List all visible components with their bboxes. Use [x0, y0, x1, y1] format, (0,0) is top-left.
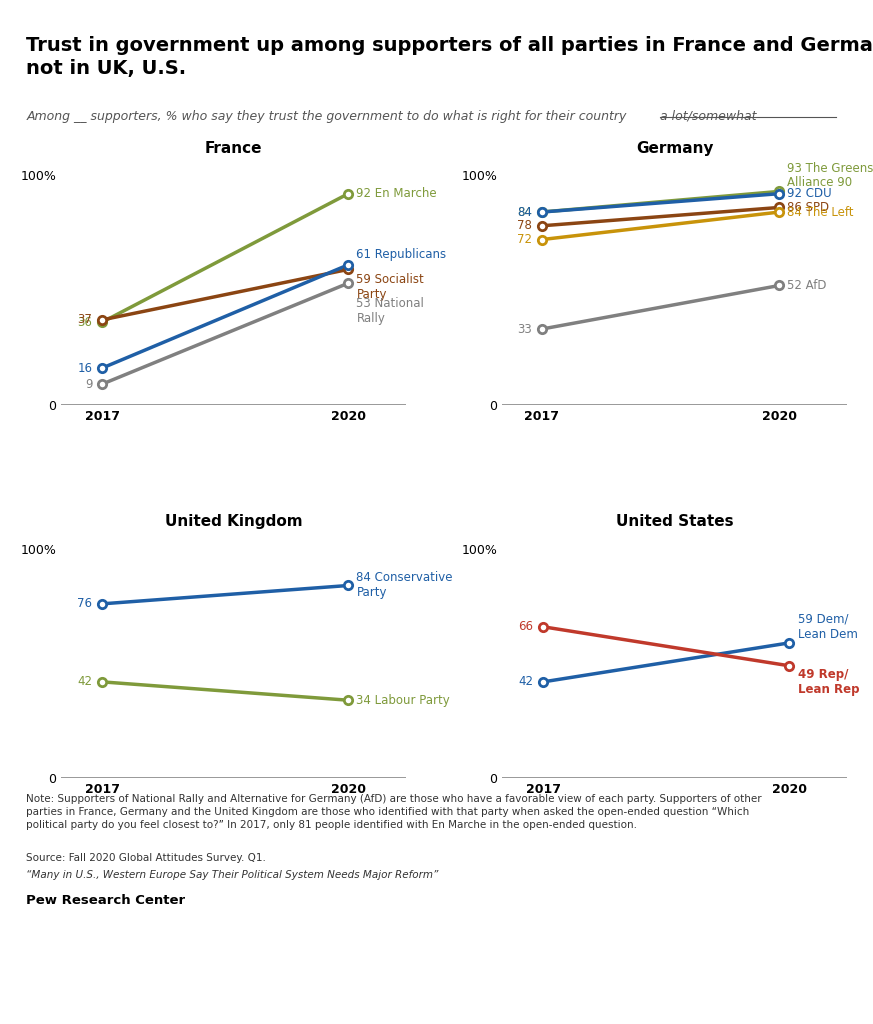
Text: 52 AfD: 52 AfD: [787, 279, 827, 292]
Text: 84 The Left: 84 The Left: [787, 206, 854, 218]
Text: 66: 66: [519, 621, 533, 633]
Text: 49 Rep/
Lean Rep: 49 Rep/ Lean Rep: [798, 668, 859, 696]
Text: Trust in government up among supporters of all parties in France and Germany, bu: Trust in government up among supporters …: [26, 36, 873, 79]
Text: Source: Fall 2020 Global Attitudes Survey. Q1.: Source: Fall 2020 Global Attitudes Surve…: [26, 853, 266, 863]
Text: a lot/somewhat: a lot/somewhat: [660, 110, 757, 123]
Text: 72: 72: [518, 233, 533, 246]
Text: 53 National
Rally: 53 National Rally: [356, 297, 424, 325]
Title: France: France: [204, 140, 262, 156]
Text: Note: Supporters of National Rally and Alternative for Germany (AfD) are those w: Note: Supporters of National Rally and A…: [26, 794, 762, 830]
Text: 84 Conservative
Party: 84 Conservative Party: [356, 571, 453, 599]
Text: 9: 9: [85, 378, 93, 390]
Title: Germany: Germany: [636, 140, 713, 156]
Text: 93 The Greens/
Alliance 90: 93 The Greens/ Alliance 90: [787, 161, 873, 189]
Text: 34 Labour Party: 34 Labour Party: [356, 693, 450, 707]
Text: 16: 16: [78, 361, 93, 375]
Text: 36: 36: [78, 315, 93, 329]
Text: “Many in U.S., Western Europe Say Their Political System Needs Major Reform”: “Many in U.S., Western Europe Say Their …: [26, 870, 438, 881]
Text: 84: 84: [518, 206, 533, 218]
Text: 92 CDU: 92 CDU: [787, 187, 832, 200]
Text: 76: 76: [78, 597, 93, 610]
Text: 86 SPD: 86 SPD: [787, 201, 829, 214]
Text: Pew Research Center: Pew Research Center: [26, 894, 185, 907]
Text: Among __ supporters, % who say they trust the government to do what is right for: Among __ supporters, % who say they trus…: [26, 110, 630, 123]
Text: 59 Socialist
Party: 59 Socialist Party: [356, 272, 424, 301]
Text: 59 Dem/
Lean Dem: 59 Dem/ Lean Dem: [798, 612, 857, 641]
Title: United Kingdom: United Kingdom: [165, 514, 302, 529]
Title: United States: United States: [615, 514, 733, 529]
Text: 33: 33: [518, 323, 533, 336]
Text: 42: 42: [78, 676, 93, 688]
Text: 61 Republicans: 61 Republicans: [356, 249, 447, 261]
Text: 78: 78: [518, 219, 533, 232]
Text: 37: 37: [78, 313, 93, 327]
Text: 42: 42: [519, 676, 533, 688]
Text: 92 En Marche: 92 En Marche: [356, 187, 437, 200]
Text: 84: 84: [518, 206, 533, 218]
